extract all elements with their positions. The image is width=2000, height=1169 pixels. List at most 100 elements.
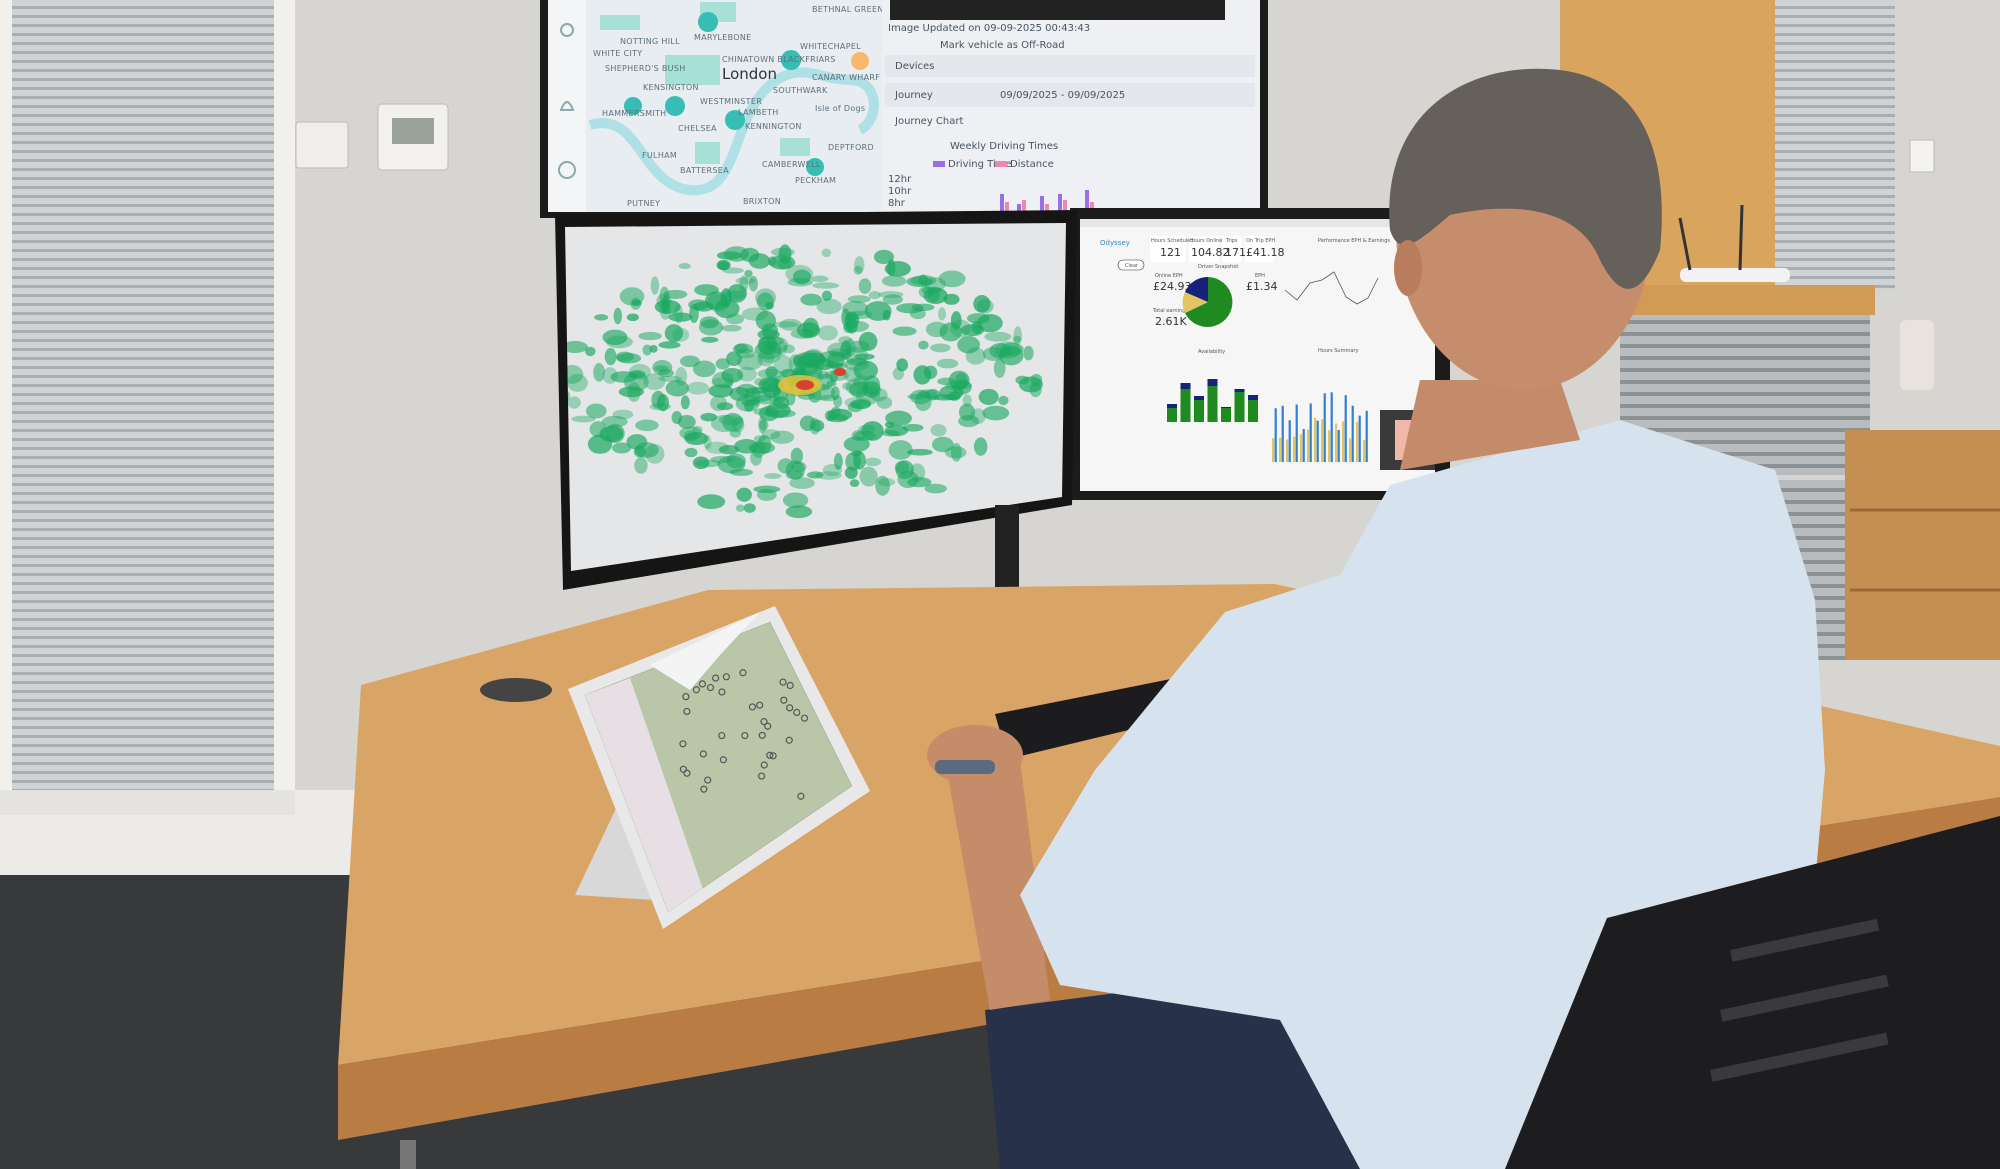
map-marker xyxy=(699,750,707,758)
thermostat-display xyxy=(392,118,434,144)
map-label: BATTERSEA xyxy=(680,166,729,175)
chair-slots xyxy=(1709,918,1889,1082)
heat-blob xyxy=(729,468,754,476)
map-marker xyxy=(692,686,701,694)
heat-blob xyxy=(671,410,683,424)
map-label: CHELSEA xyxy=(678,124,717,133)
heat-blob xyxy=(628,370,646,379)
heat-blob xyxy=(744,269,753,278)
heat-blob xyxy=(649,344,658,353)
heat-blob xyxy=(659,301,671,320)
hours-bar-yellow xyxy=(1314,417,1317,462)
heat-blob xyxy=(634,457,648,474)
map-marker xyxy=(712,674,720,682)
heat-blob xyxy=(761,378,782,398)
right-window-blinds xyxy=(1775,0,1895,290)
hours-bar-blue xyxy=(1337,429,1340,462)
heat-blob xyxy=(761,429,781,440)
heat-blob xyxy=(817,325,838,341)
heat-blob xyxy=(765,402,791,419)
heat-blob xyxy=(982,405,1010,421)
heat-blob xyxy=(756,488,777,501)
heat-blob xyxy=(699,316,719,329)
heat-blob xyxy=(785,264,814,283)
heat-blob xyxy=(674,304,683,324)
map-label: WESTMINSTER xyxy=(700,97,762,106)
heat-blob xyxy=(683,430,699,442)
heat-blob xyxy=(924,483,947,494)
availability-bar-green xyxy=(1221,408,1231,422)
heat-blob xyxy=(694,284,719,296)
map-label: SOUTHWARK xyxy=(773,86,828,95)
heat-blob xyxy=(657,394,669,412)
heat-blob xyxy=(618,386,644,398)
online-eph-value: £24.93 xyxy=(1153,280,1192,293)
heat-blob xyxy=(679,355,700,368)
heat-blob xyxy=(1013,326,1022,346)
heat-blob xyxy=(861,421,884,441)
heat-blob xyxy=(716,402,734,411)
heat-blob xyxy=(936,358,959,369)
availability-bar-navy xyxy=(1167,404,1177,408)
eph-label: EPH xyxy=(1255,273,1265,279)
availability-bar-green xyxy=(1167,408,1177,422)
kpi-value: 104.82 xyxy=(1191,246,1230,259)
heat-blob xyxy=(684,432,709,445)
kpi-value: £41.18 xyxy=(1246,246,1285,259)
heat-blob xyxy=(686,381,710,395)
total-earnings-value: 2.61K xyxy=(1155,315,1187,328)
heat-blob xyxy=(792,355,807,367)
hours-bar-blue xyxy=(1274,408,1277,462)
hand xyxy=(927,725,1023,785)
heat-blob xyxy=(638,331,662,341)
map-marker xyxy=(800,714,809,722)
mark-off-road-button: Mark vehicle as Off-Road xyxy=(940,40,1065,51)
heat-blob xyxy=(601,415,628,428)
heat-blob xyxy=(875,475,890,496)
heat-blob xyxy=(938,270,966,288)
heat-blob xyxy=(757,336,778,355)
map-label: CHINATOWN BLACKFRIARS xyxy=(722,55,836,64)
map-marker xyxy=(756,701,764,709)
map-label: BETHNAL GREEN xyxy=(812,5,884,14)
heat-blob xyxy=(714,299,740,319)
map-marker xyxy=(793,708,801,716)
section-journey: Journey xyxy=(894,90,933,101)
map-marker xyxy=(718,688,726,696)
heat-blob xyxy=(907,393,928,400)
hours-bar-yellow xyxy=(1300,434,1303,462)
map-label: FULHAM xyxy=(642,151,677,160)
heat-blob xyxy=(833,362,848,370)
availability-bars xyxy=(1167,379,1258,422)
heat-blob xyxy=(976,299,994,314)
heat-blob xyxy=(663,289,688,299)
map-marker xyxy=(780,696,788,704)
map-marker xyxy=(698,680,707,688)
hair xyxy=(1389,68,1662,289)
heat-blob xyxy=(842,382,852,390)
heat-blob xyxy=(923,365,938,379)
heat-blob xyxy=(847,310,873,319)
heat-blob xyxy=(911,303,935,312)
heat-blob xyxy=(650,276,660,295)
heat-blob xyxy=(764,336,789,354)
heat-blob xyxy=(989,342,1011,359)
heat-blob xyxy=(878,291,904,298)
heat-blob xyxy=(862,381,881,398)
wristwatch xyxy=(935,760,995,774)
availability-title: Availability xyxy=(1198,349,1225,355)
heat-blob xyxy=(973,437,988,456)
heat-blob xyxy=(631,299,642,307)
heat-blob xyxy=(943,293,960,305)
hours-summary-title: Hours Summary xyxy=(1318,348,1358,354)
heat-blob xyxy=(854,256,865,274)
hours-bar-blue xyxy=(1281,405,1284,462)
forearm xyxy=(945,760,1050,1010)
tablet-kickstand xyxy=(575,800,655,900)
heat-blob xyxy=(833,452,843,470)
kpi-label: Trips xyxy=(1225,238,1238,244)
heat-blob xyxy=(688,299,709,311)
top-monitor: NOTTING HILL MARYLEBONE WHITE CITY SHEPH… xyxy=(540,0,1268,218)
spray-bottle xyxy=(1900,320,1934,390)
heat-blob xyxy=(612,442,632,454)
